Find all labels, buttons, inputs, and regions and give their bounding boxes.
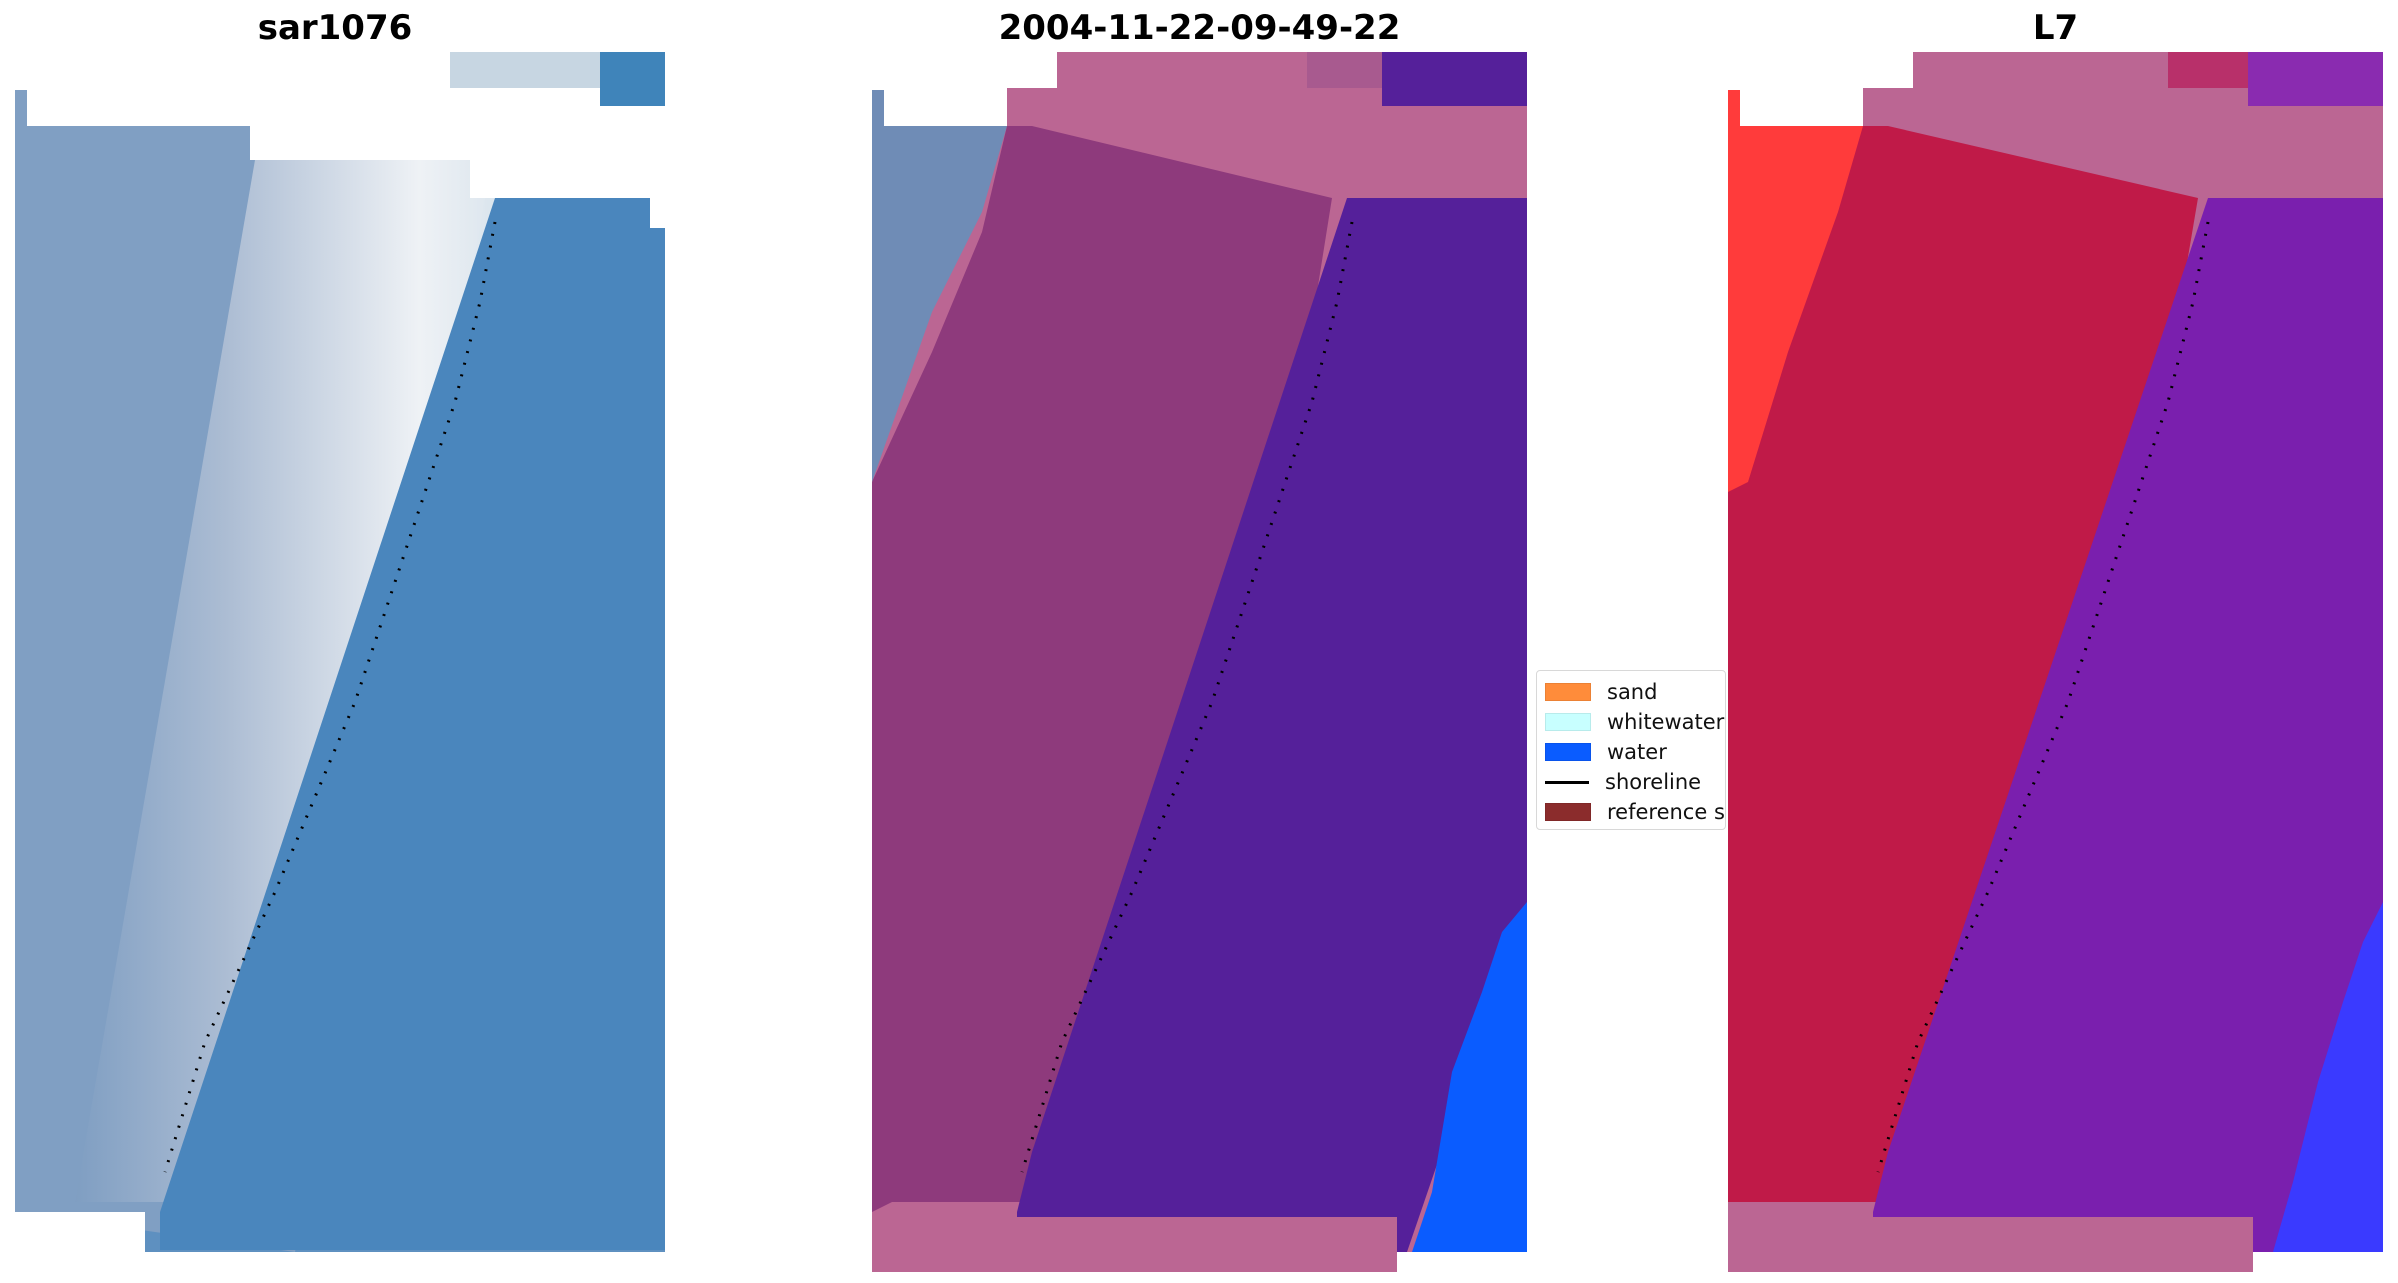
legend-label-water: water [1607, 740, 1667, 764]
classified-image [872, 52, 1527, 1272]
legend-item-sand: sand [1545, 679, 1657, 705]
index-image [1728, 52, 2383, 1272]
legend-item-whitewater: whitewater [1545, 709, 1724, 735]
panel-title-rgb: sar1076 [257, 8, 413, 48]
legend-item-reference-shoreline: reference sh [1545, 799, 1726, 825]
legend-item-water: water [1545, 739, 1667, 765]
water-swatch [1545, 743, 1591, 761]
legend-label-whitewater: whitewater [1607, 710, 1725, 734]
legend: sand whitewater water shoreline referenc… [1536, 670, 1726, 830]
legend-item-shoreline: shoreline [1545, 769, 1701, 795]
reference-shoreline-swatch [1545, 803, 1591, 821]
legend-label-sand: sand [1607, 680, 1658, 704]
legend-label-reference-shoreline: reference sh [1607, 800, 1726, 824]
rgb-image [15, 52, 670, 1252]
panel-title-index: L7 [2032, 8, 2079, 48]
shoreline-line-swatch [1545, 780, 1589, 784]
panel-title-classified: 2004-11-22-09-49-22 [998, 8, 1401, 48]
whitewater-swatch [1545, 713, 1591, 731]
legend-label-shoreline: shoreline [1605, 770, 1702, 794]
sand-swatch [1545, 683, 1591, 701]
